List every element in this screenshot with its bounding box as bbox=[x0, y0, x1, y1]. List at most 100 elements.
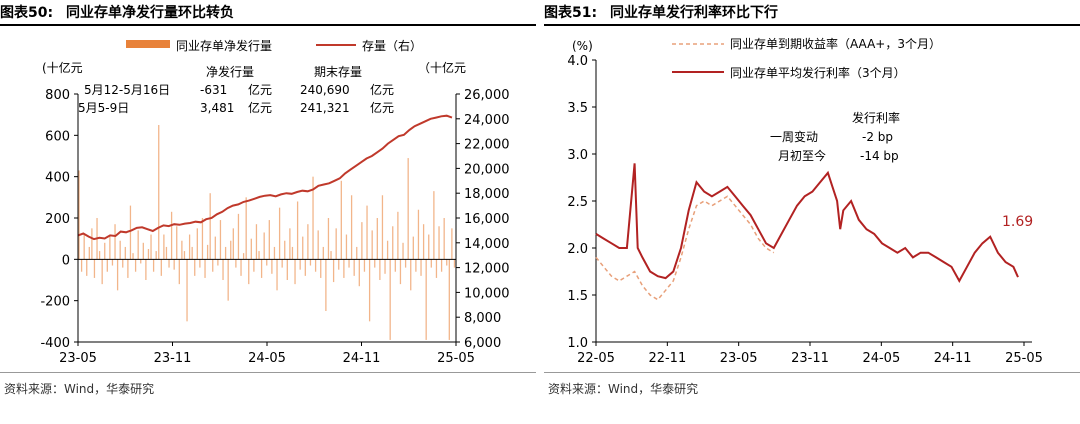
net-issuance-bar bbox=[155, 251, 157, 260]
net-issuance-bar bbox=[142, 242, 144, 260]
net-issuance-bar bbox=[327, 218, 330, 260]
left-chart-title-row: 图表50: 同业存单净发行量环比转负 bbox=[0, 2, 234, 22]
stock-line bbox=[77, 114, 453, 241]
net-issuance-bar bbox=[248, 259, 250, 285]
right-y-tick-label: 10,000 bbox=[464, 286, 510, 301]
x-tick-label: 24-05 bbox=[862, 351, 900, 366]
net-issuance-bar bbox=[343, 259, 345, 278]
net-issuance-bar bbox=[268, 220, 270, 260]
net-issuance-bar bbox=[124, 246, 126, 260]
net-issuance-bar bbox=[86, 259, 88, 276]
left-chart-panel: 图表50: 同业存单净发行量环比转负 800 600 400 200 0 -200 -400… bbox=[0, 0, 536, 424]
net-issuance-bar bbox=[381, 195, 384, 260]
net-issuance-bar bbox=[289, 228, 291, 260]
left-y-tick-label: 200 bbox=[45, 212, 70, 227]
net-issuance-bar bbox=[397, 211, 399, 260]
net-issuance-bar bbox=[368, 259, 371, 322]
right-footer-rule bbox=[544, 372, 1080, 373]
net-issuance-bar bbox=[302, 236, 304, 260]
right-source-note: 资料来源：Wind，华泰研究 bbox=[548, 382, 699, 396]
right-y-tick-label: 8,000 bbox=[464, 311, 501, 326]
net-issuance-bar bbox=[415, 259, 417, 272]
net-issuance-bar bbox=[145, 259, 147, 280]
net-issuance-bar bbox=[356, 246, 358, 260]
table-row-2-net: 3,481 bbox=[200, 101, 234, 115]
y-tick-label: 2.0 bbox=[567, 242, 588, 257]
right-figure-label: 图表51: bbox=[544, 5, 598, 21]
right-y-tick-label: 20,000 bbox=[464, 162, 510, 177]
table-head-stock: 期末存量 bbox=[314, 65, 362, 79]
net-issuance-bar bbox=[168, 259, 170, 268]
net-issuance-bar bbox=[263, 232, 265, 260]
net-issuance-bar bbox=[227, 259, 229, 301]
net-issuance-bar bbox=[394, 259, 396, 272]
net-issuance-bar bbox=[150, 234, 152, 260]
net-issuance-bar bbox=[114, 224, 116, 260]
net-issuance-bar bbox=[340, 180, 342, 260]
net-issuance-bar bbox=[222, 259, 224, 280]
net-issuance-bar bbox=[78, 170, 80, 260]
net-issuance-bar bbox=[160, 259, 162, 276]
net-issuance-bar bbox=[170, 211, 173, 260]
net-issuance-bar bbox=[253, 259, 255, 272]
legend-solid-label: 同业存单平均发行利率（3个月） bbox=[730, 65, 906, 80]
annotation-row-1-label: 一周变动 bbox=[770, 129, 818, 144]
net-issuance-bar bbox=[322, 246, 324, 260]
left-title-rule bbox=[0, 24, 536, 26]
net-issuance-bar bbox=[158, 125, 160, 260]
net-issuance-bar bbox=[271, 259, 273, 274]
net-issuance-bar bbox=[209, 193, 211, 260]
net-issuance-bar bbox=[217, 259, 219, 266]
table-row-2-stock: 241,321 bbox=[300, 101, 350, 115]
x-tick-label: 23-05 bbox=[59, 351, 97, 366]
table-row-1-unit2: 亿元 bbox=[370, 82, 394, 97]
net-issuance-bar bbox=[237, 213, 240, 260]
x-tick-label: 23-11 bbox=[154, 351, 192, 366]
net-issuance-bar bbox=[296, 201, 299, 260]
net-issuance-bar bbox=[345, 234, 348, 260]
left-y-tick-label: 0 bbox=[62, 253, 70, 268]
net-issuance-bar bbox=[399, 259, 402, 285]
net-issuance-bar bbox=[230, 240, 232, 260]
net-issuance-bar bbox=[116, 259, 119, 291]
right-y-tick-label: 24,000 bbox=[464, 113, 510, 128]
net-issuance-bar bbox=[147, 249, 150, 260]
net-issuance-bar bbox=[186, 259, 188, 322]
table-row-1-unit1: 亿元 bbox=[248, 82, 272, 97]
net-issuance-bar bbox=[435, 259, 438, 278]
legend-dashed-label: 同业存单到期收益率（AAA+，3个月） bbox=[730, 36, 941, 51]
net-issuance-bar bbox=[104, 242, 106, 260]
net-issuance-bar bbox=[191, 246, 193, 260]
net-issuance-bar bbox=[204, 259, 206, 278]
net-issuance-bar bbox=[335, 228, 337, 260]
right-chart-panel: 图表51: 同业存单发行利率环比下行 4.0 3.5 3.0 2.5 2.0 1.5 1.0… bbox=[544, 0, 1080, 424]
net-issuance-bar bbox=[366, 205, 368, 260]
net-issuance-bar bbox=[412, 236, 414, 260]
net-issuance-bar bbox=[188, 234, 191, 260]
net-issuance-bar bbox=[255, 224, 258, 260]
y-tick-label: 2.5 bbox=[567, 195, 588, 210]
net-issuance-bar bbox=[212, 259, 214, 272]
y-tick-label: 1.5 bbox=[567, 289, 588, 304]
x-tick-label: 25-05 bbox=[437, 351, 475, 366]
left-axis-unit: (十亿元 bbox=[42, 60, 83, 75]
net-issuance-bar bbox=[320, 259, 322, 278]
table-row-1-net: -631 bbox=[200, 83, 227, 97]
net-issuance-bar bbox=[294, 259, 296, 285]
left-source-note: 资料来源：Wind，华泰研究 bbox=[4, 382, 155, 396]
net-issuance-bar bbox=[173, 259, 175, 270]
x-tick-label: 24-11 bbox=[343, 351, 381, 366]
net-issuance-bar bbox=[338, 259, 340, 270]
annotation-row-2-value: -14 bp bbox=[860, 149, 899, 163]
net-issuance-bar bbox=[384, 259, 386, 274]
left-figure-label: 图表50: bbox=[0, 5, 54, 21]
right-chart-svg: 4.0 3.5 3.0 2.5 2.0 1.5 1.022-05 22-11 23-05 23-1… bbox=[567, 36, 1043, 366]
table-row-2-unit1: 亿元 bbox=[248, 100, 272, 115]
net-issuance-bar bbox=[286, 259, 288, 280]
net-issuance-bar bbox=[260, 259, 263, 278]
net-issuance-bar bbox=[165, 246, 168, 260]
net-issuance-bar bbox=[307, 224, 309, 260]
right-y-tick-label: 18,000 bbox=[464, 187, 510, 202]
net-issuance-bar bbox=[420, 259, 422, 276]
net-issuance-bar bbox=[284, 240, 286, 260]
